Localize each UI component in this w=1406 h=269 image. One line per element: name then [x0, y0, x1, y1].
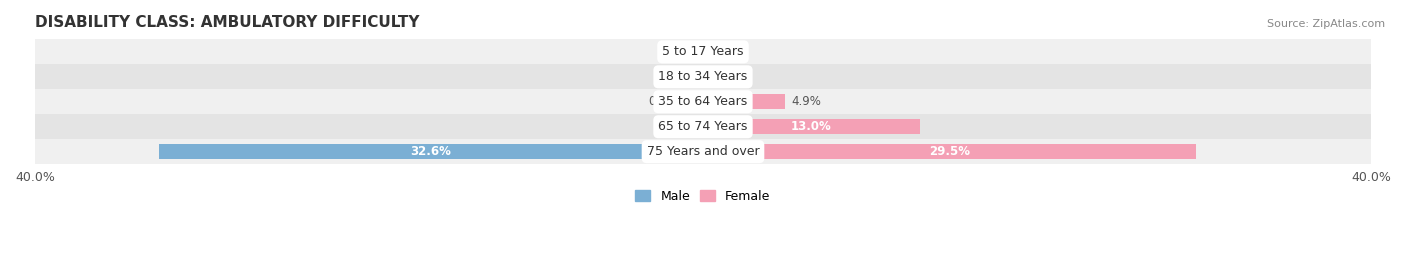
Text: 13.0%: 13.0% [792, 120, 832, 133]
Bar [703, 94, 785, 109]
Text: 0.0%: 0.0% [713, 45, 742, 58]
Bar [35, 89, 1371, 114]
Text: 65 to 74 Years: 65 to 74 Years [658, 120, 748, 133]
Bar [703, 119, 920, 134]
Text: 29.5%: 29.5% [929, 145, 970, 158]
Bar [35, 114, 1371, 139]
Text: 35 to 64 Years: 35 to 64 Years [658, 95, 748, 108]
Text: DISABILITY CLASS: AMBULATORY DIFFICULTY: DISABILITY CLASS: AMBULATORY DIFFICULTY [35, 15, 419, 30]
Text: 5 to 17 Years: 5 to 17 Years [662, 45, 744, 58]
Legend: Male, Female: Male, Female [630, 185, 776, 207]
Bar [703, 144, 1195, 160]
Text: 0.0%: 0.0% [664, 70, 693, 83]
Text: 18 to 34 Years: 18 to 34 Years [658, 70, 748, 83]
Text: 0.0%: 0.0% [713, 70, 742, 83]
Bar [35, 39, 1371, 64]
Bar [693, 94, 703, 109]
Text: 0.0%: 0.0% [664, 120, 693, 133]
Bar [35, 139, 1371, 164]
Text: 0.62%: 0.62% [648, 95, 686, 108]
Text: Source: ZipAtlas.com: Source: ZipAtlas.com [1267, 19, 1385, 29]
Text: 75 Years and over: 75 Years and over [647, 145, 759, 158]
Bar [159, 144, 703, 160]
Text: 0.0%: 0.0% [664, 45, 693, 58]
Text: 32.6%: 32.6% [411, 145, 451, 158]
Bar [35, 64, 1371, 89]
Text: 4.9%: 4.9% [792, 95, 821, 108]
